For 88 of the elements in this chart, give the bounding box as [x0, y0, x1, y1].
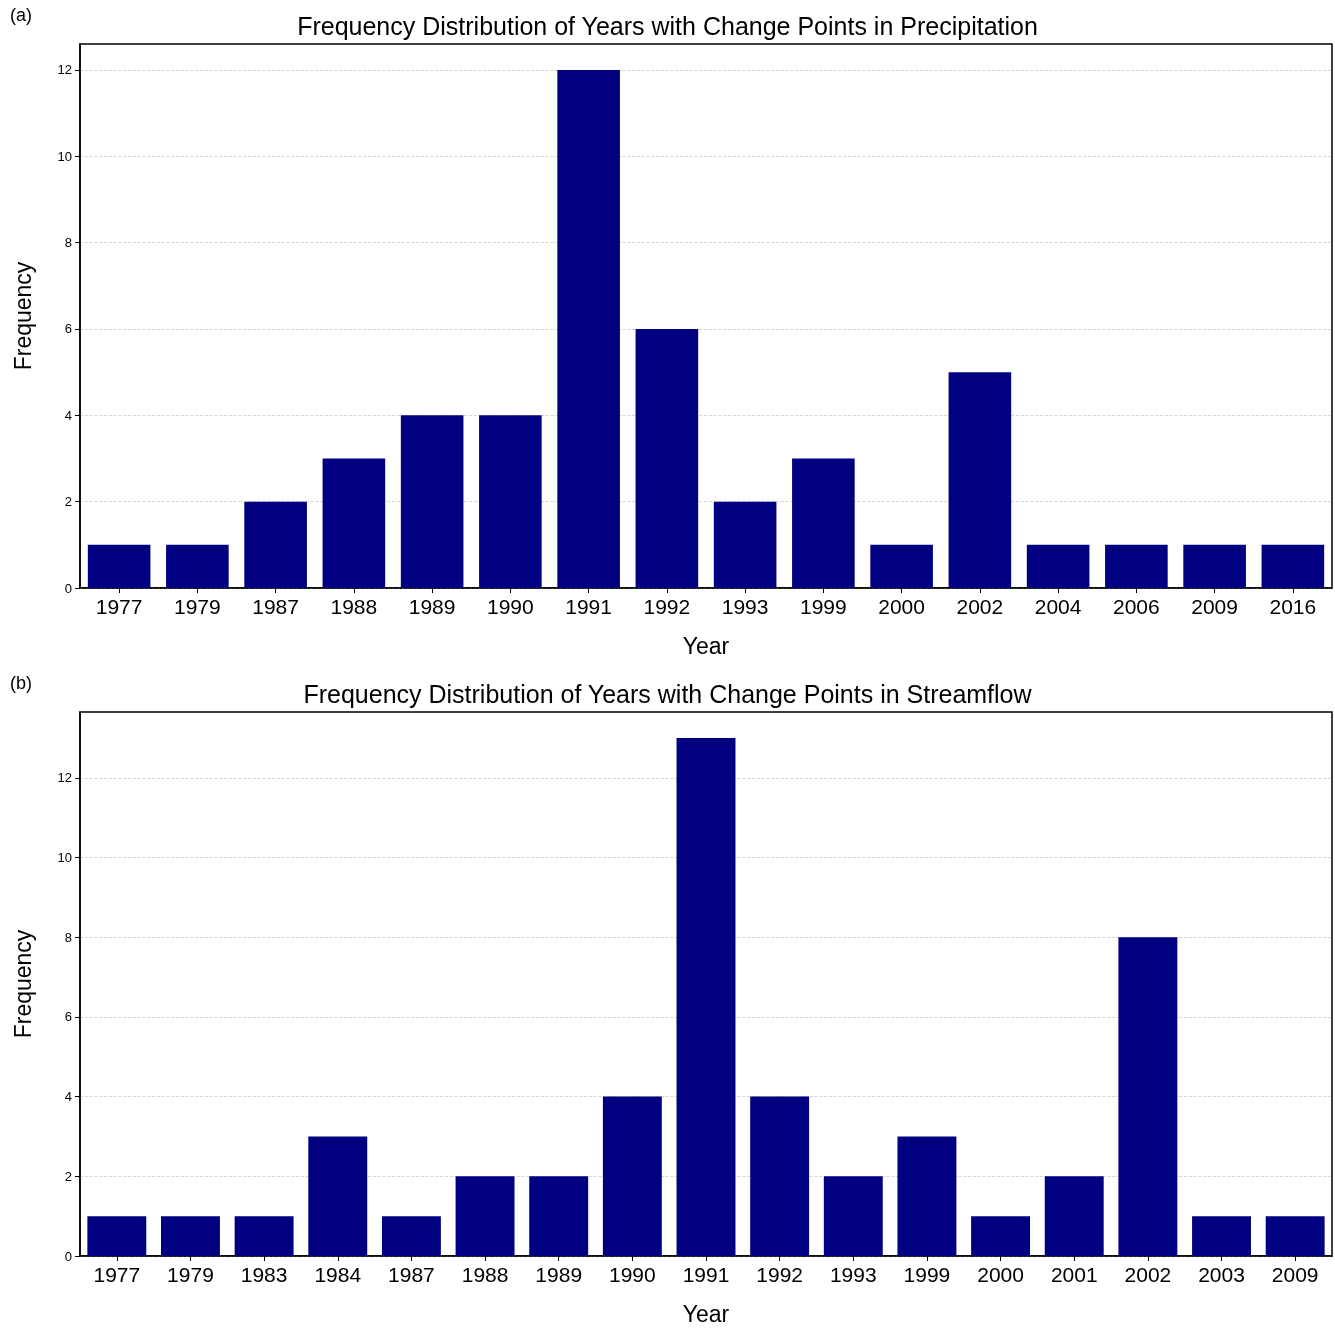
bar — [479, 415, 542, 588]
y-axis-title: Frequency — [9, 261, 36, 371]
bar — [455, 1176, 515, 1256]
y-axis-title: Frequency — [9, 929, 36, 1039]
bar — [529, 1176, 589, 1256]
x-tick-label: 2004 — [1034, 595, 1082, 618]
y-tick-label: 2 — [64, 1168, 72, 1184]
bar — [897, 1136, 957, 1256]
bar — [87, 1216, 147, 1256]
x-tick-label: 1992 — [643, 595, 691, 618]
x-tick-label: 1990 — [487, 595, 534, 618]
y-tick-label: 12 — [57, 62, 72, 78]
y-tick-label: 0 — [64, 1248, 72, 1264]
bar — [792, 458, 855, 588]
bar — [713, 501, 777, 588]
text: (a) — [10, 5, 32, 25]
bar — [381, 1216, 441, 1256]
x-tick-label: 1991 — [565, 595, 612, 618]
x-tick-label: 1989 — [408, 595, 456, 618]
y-tick-label: 10 — [57, 849, 72, 865]
x-tick-label: 1988 — [330, 595, 378, 618]
bar — [1265, 1216, 1325, 1256]
x-tick-label: 1989 — [535, 1263, 583, 1286]
bar — [1118, 937, 1178, 1256]
y-tick-label: 8 — [64, 235, 72, 251]
bar — [244, 501, 307, 588]
bar — [1026, 544, 1090, 588]
x-tick-label: 1983 — [240, 1263, 288, 1286]
bar — [234, 1216, 294, 1256]
x-tick-label: 1991 — [682, 1263, 730, 1286]
x-tick-label: 2003 — [1198, 1263, 1245, 1286]
x-tick-label: 1977 — [93, 1263, 141, 1286]
x-axis-title: Year — [682, 632, 730, 659]
bar — [1261, 544, 1325, 588]
x-tick-label: 1979 — [174, 595, 221, 618]
x-tick-label: 2000 — [878, 595, 925, 618]
y-tick-label: 12 — [57, 770, 72, 786]
chart-title: Frequency Distribution of Years with Change Points in Precipitation — [297, 11, 1038, 40]
x-tick-label: 1984 — [314, 1263, 362, 1286]
y-tick-label: 6 — [64, 321, 72, 337]
x-tick-label: 2001 — [1050, 1263, 1098, 1286]
x-tick-label: 1993 — [721, 595, 769, 618]
x-tick-label: 1987 — [388, 1263, 435, 1286]
x-tick-label: 1992 — [756, 1263, 804, 1286]
y-tick-label: 8 — [64, 929, 72, 945]
y-tick-label: 10 — [57, 148, 72, 164]
bar — [870, 544, 933, 588]
bar — [1183, 544, 1246, 588]
bar — [676, 737, 736, 1256]
chart-title: Frequency Distribution of Years with Change Points in Streamflow — [303, 679, 1033, 708]
x-tick-label: 1990 — [608, 1263, 656, 1286]
bar — [322, 458, 386, 588]
bar — [87, 544, 151, 588]
bar — [948, 372, 1012, 588]
x-tick-label: 2002 — [1124, 1263, 1172, 1286]
y-tick-label: 4 — [64, 407, 72, 423]
y-tick-label: 4 — [64, 1089, 72, 1105]
bar — [602, 1096, 662, 1256]
bar — [308, 1136, 368, 1256]
bar — [750, 1096, 810, 1256]
bar — [1044, 1176, 1104, 1256]
x-tick-label: 1999 — [903, 1263, 951, 1286]
x-tick-label: 1987 — [252, 595, 299, 618]
x-tick-label: 2009 — [1191, 595, 1238, 618]
x-tick-label: 1977 — [95, 595, 143, 618]
y-tick-label: 6 — [64, 1009, 72, 1025]
x-tick-label: 2000 — [977, 1263, 1024, 1286]
bar — [557, 69, 620, 588]
bar — [400, 415, 464, 588]
x-tick-label: 2006 — [1113, 595, 1160, 618]
bar — [1192, 1216, 1251, 1256]
bar — [1105, 544, 1168, 588]
x-tick-label: 2009 — [1271, 1263, 1319, 1286]
x-axis-title: Year — [682, 1300, 730, 1327]
y-tick-label: 2 — [64, 494, 72, 510]
x-tick-label: 1999 — [800, 595, 847, 618]
x-tick-label: 2016 — [1269, 595, 1317, 618]
bar — [971, 1216, 1031, 1256]
bar — [635, 328, 699, 588]
x-tick-label: 1979 — [167, 1263, 214, 1286]
bar — [161, 1216, 220, 1256]
text: (b) — [10, 673, 32, 693]
y-tick-label: 0 — [64, 580, 72, 596]
bar — [166, 544, 229, 588]
x-tick-label: 1988 — [461, 1263, 509, 1286]
x-tick-label: 2002 — [956, 595, 1004, 618]
bar — [823, 1176, 883, 1256]
x-tick-label: 1993 — [829, 1263, 877, 1286]
